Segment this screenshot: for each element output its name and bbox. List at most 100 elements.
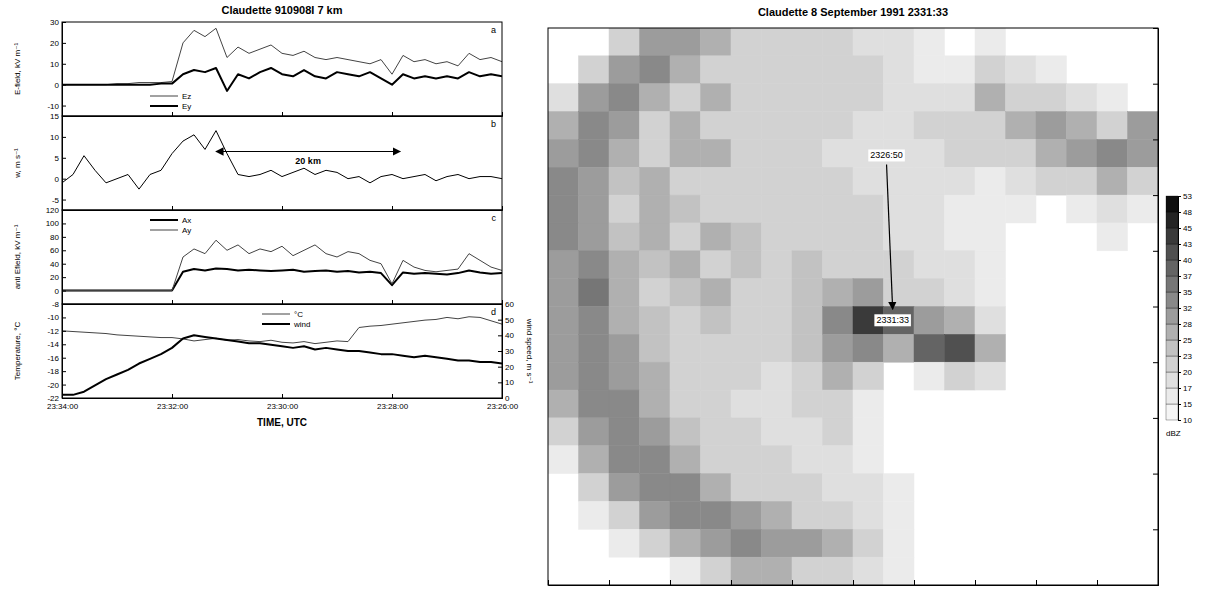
heatmap-cell	[762, 474, 793, 502]
tick-mark	[548, 580, 549, 585]
heatmap-cell	[731, 334, 762, 362]
tick: 10	[50, 133, 66, 142]
heatmap-cell	[975, 84, 1006, 112]
tick-mark	[1178, 260, 1181, 261]
tick-mark	[62, 331, 66, 332]
tick-label: 23:30:00	[267, 402, 299, 411]
tick-label: 15	[1183, 400, 1192, 409]
heatmap-cell	[975, 223, 1006, 251]
tick	[62, 300, 63, 304]
heatmap-cell	[579, 56, 610, 84]
heatmap-cell	[823, 223, 854, 251]
heatmap-cell	[579, 362, 610, 390]
panel-label: a	[491, 25, 496, 35]
tick-mark	[1153, 362, 1158, 363]
tick-mark	[1153, 28, 1158, 29]
heatmap-cell	[731, 474, 762, 502]
heatmap-cell	[701, 557, 732, 585]
axis-line	[63, 211, 67, 305]
heatmap-cell	[731, 195, 762, 223]
label-background	[874, 314, 911, 326]
plot-marks	[548, 28, 1158, 585]
tick-label: 48	[1183, 208, 1192, 217]
heatmap-cell	[609, 84, 640, 112]
tick	[1097, 580, 1098, 585]
colorbar-box	[1166, 308, 1178, 324]
heatmap-cell	[731, 223, 762, 251]
heatmap-cell	[701, 112, 732, 140]
heatmap-cell	[640, 418, 671, 446]
axis-line	[549, 580, 1159, 586]
x-axis-title: TIME, UTC	[257, 417, 307, 428]
tick-label: 10	[50, 133, 59, 142]
heatmap-cell	[762, 167, 793, 195]
tick	[282, 112, 283, 116]
heatmap-cell	[609, 28, 640, 56]
tick-label: 0	[55, 175, 60, 184]
colorbar-box	[1166, 324, 1178, 340]
tick	[502, 112, 503, 116]
heatmap-cell	[609, 56, 640, 84]
tick-label: 25	[1183, 336, 1192, 345]
heatmap-cell	[945, 279, 976, 307]
tick-mark	[1036, 580, 1037, 585]
tick: -10	[47, 313, 66, 322]
heatmap-cell	[762, 307, 793, 335]
tick: -12	[47, 327, 66, 336]
heatmap-cell	[670, 112, 701, 140]
heatmap-cell	[701, 418, 732, 446]
tick	[1153, 84, 1158, 85]
heatmap-cell	[884, 251, 915, 279]
heatmap-cell	[609, 167, 640, 195]
tick-mark	[62, 106, 66, 107]
tick-mark	[1178, 324, 1181, 325]
panel: -5051015w, m s⁻¹b20 km	[13, 112, 503, 210]
tick-label: -16	[47, 354, 59, 363]
heatmap-cell	[579, 390, 610, 418]
heatmap-cell	[792, 334, 823, 362]
tick-mark	[62, 179, 66, 180]
heatmap-cell	[609, 446, 640, 474]
axis: -100102030	[47, 18, 66, 116]
heatmap-cell	[1128, 167, 1159, 195]
tick-mark	[282, 206, 283, 210]
heatmap-cell	[640, 362, 671, 390]
tick: -16	[47, 354, 66, 363]
tick	[62, 112, 63, 116]
tick	[1153, 195, 1158, 196]
heatmap-cell	[701, 529, 732, 557]
tick-mark	[392, 206, 393, 210]
tick: 50	[498, 316, 514, 325]
heatmap-cell	[762, 362, 793, 390]
heatmap-cell	[1097, 167, 1128, 195]
plot-marks	[62, 28, 502, 91]
axis	[549, 580, 1159, 586]
tick-mark	[1178, 276, 1181, 277]
tick-label: 80	[50, 233, 59, 242]
heatmap-cell	[792, 223, 823, 251]
tick-mark	[502, 206, 503, 210]
heatmap-cell	[731, 557, 762, 585]
heatmap-cell	[1036, 139, 1067, 167]
heatmap-cell	[640, 390, 671, 418]
tick	[609, 580, 610, 585]
tick-label: 60	[50, 246, 59, 255]
tick-mark	[1178, 228, 1181, 229]
heatmap-cell	[823, 56, 854, 84]
tick-label: 10	[1183, 416, 1192, 425]
axis-line	[63, 394, 503, 399]
tick-mark	[1178, 388, 1181, 389]
tick-mark	[502, 112, 503, 116]
tick-label: 10	[505, 378, 514, 387]
label-background	[489, 24, 498, 36]
tick-mark	[62, 158, 66, 159]
tick-label: 20	[50, 39, 59, 48]
tick-mark	[1153, 585, 1158, 586]
heatmap-cell	[548, 223, 579, 251]
heatmap-cell	[609, 390, 640, 418]
tick-mark	[498, 351, 502, 352]
axis: -22-20-18-16-14-12-10-8	[47, 300, 66, 403]
tick: 30	[498, 347, 514, 356]
heatmap-cell	[731, 28, 762, 56]
heatmap-cell	[1036, 56, 1067, 84]
